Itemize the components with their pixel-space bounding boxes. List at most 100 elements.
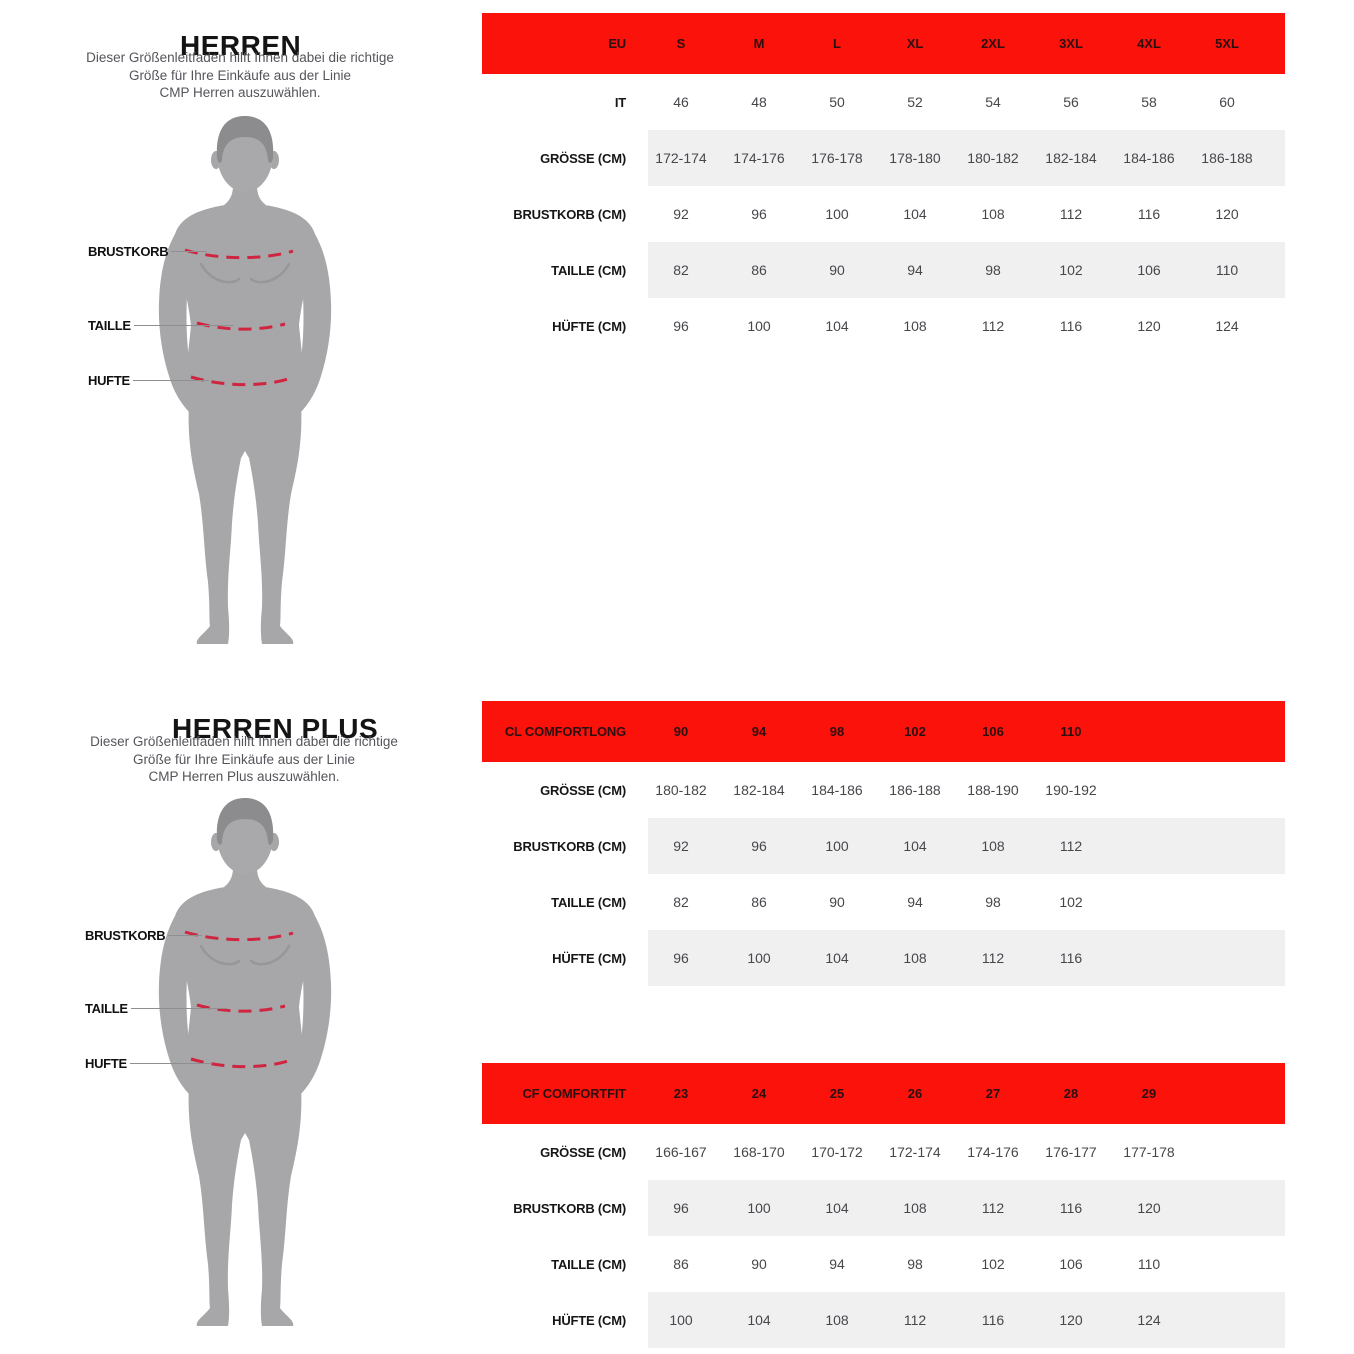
cell-value: 102	[1059, 262, 1083, 278]
cell-value: 112	[1059, 206, 1083, 222]
cell-value: 86	[673, 1256, 689, 1272]
table-header-label: EU	[608, 36, 626, 51]
table-row: BRUSTKORB (CM) 92 96 100 104 108 112	[482, 818, 1285, 874]
table-row: GRÖSSE (CM) 172-174 174-176 176-178 178-180 1…	[482, 130, 1285, 186]
cell-value: 54	[985, 94, 1001, 110]
cell-value: 112	[981, 318, 1005, 334]
cell-value: 100	[825, 206, 849, 222]
cell-value: 120	[1215, 206, 1239, 222]
pointer-line	[130, 1008, 227, 1009]
header-size-value: 29	[1141, 1086, 1157, 1101]
cell-value: 180-182	[655, 782, 707, 798]
header-size-value: 2XL	[981, 36, 1005, 51]
cell-value: 82	[673, 262, 689, 278]
row-label: HÜFTE (CM)	[552, 318, 626, 334]
cell-value: 100	[747, 1200, 771, 1216]
table-header-label: CL COMFORTLONG	[504, 724, 626, 739]
cell-value: 94	[907, 262, 923, 278]
row-label: TAILLE (CM)	[551, 894, 626, 910]
row-label: BRUSTKORB (CM)	[513, 1200, 626, 1216]
table-row: GRÖSSE (CM) 166-167 168-170 170-172 172-174 1…	[482, 1124, 1285, 1180]
cell-value: 108	[825, 1312, 849, 1328]
table-header-row: CF COMFORTFIT 23 24 25 26 27 28 29	[482, 1063, 1285, 1124]
cell-value: 100	[825, 838, 849, 854]
subtitle-line: Größe für Ihre Einkäufe aus der Linie	[132, 751, 356, 767]
cell-value: 48	[751, 94, 767, 110]
table-row: HÜFTE (CM) 96 100 104 108 112 116 120 124	[482, 298, 1285, 354]
measure-label-text: TAILLE	[88, 318, 131, 333]
cell-value: 120	[1137, 318, 1161, 334]
pointer-line	[171, 251, 208, 252]
subtitle-line: CMP Herren Plus auszuwählen.	[148, 769, 340, 784]
subtitle-line: Dieser Größenleitfaden hilft Ihnen dabei…	[90, 734, 398, 749]
cell-value: 102	[981, 1256, 1005, 1272]
cell-value: 98	[985, 894, 1001, 910]
cell-value: 180-182	[967, 150, 1019, 166]
row-label: TAILLE (CM)	[551, 262, 626, 278]
cell-value: 100	[747, 950, 771, 966]
cell-value: 112	[981, 1200, 1005, 1216]
pointer-line	[168, 935, 203, 936]
cell-value: 58	[1141, 94, 1157, 110]
row-label: GRÖSSE (CM)	[540, 1144, 626, 1160]
cell-value: 90	[829, 894, 845, 910]
cell-value: 116	[1059, 1200, 1083, 1216]
header-size-value: 28	[1063, 1086, 1079, 1101]
cell-value: 120	[1059, 1312, 1083, 1328]
header-size-value: 110	[1060, 724, 1082, 739]
cell-value: 96	[673, 950, 689, 966]
cell-value: 174-176	[733, 150, 785, 166]
header-size-value: 90	[673, 724, 689, 739]
header-size-value: 27	[985, 1086, 1001, 1101]
cell-value: 112	[981, 950, 1005, 966]
cell-value: 188-190	[967, 782, 1019, 798]
measure-label-text: HUFTE	[88, 373, 130, 388]
cell-value: 56	[1063, 94, 1079, 110]
header-size-value: 94	[751, 724, 767, 739]
size-table-cl-comfortlong: CL COMFORTLONG 90 94 98 102 106 110 GRÖSSE (CM)…	[482, 701, 1285, 986]
cell-value: 116	[981, 1312, 1005, 1328]
row-label: GRÖSSE (CM)	[540, 782, 626, 798]
cell-value: 112	[903, 1312, 927, 1328]
header-size-value: L	[833, 36, 841, 51]
cell-value: 90	[751, 1256, 767, 1272]
cell-value: 108	[903, 318, 927, 334]
header-size-value: 5XL	[1215, 36, 1239, 51]
cell-value: 112	[1059, 838, 1083, 854]
cell-value: 182-184	[733, 782, 785, 798]
cell-value: 92	[673, 838, 689, 854]
subtitle-line: Dieser Größenleitfaden hilft Ihnen dabei…	[86, 50, 394, 65]
cell-value: 100	[747, 318, 771, 334]
cell-value: 108	[981, 838, 1005, 854]
header-size-value: S	[676, 36, 686, 51]
table-header-label: CF COMFORTFIT	[522, 1086, 626, 1101]
cell-value: 116	[1059, 950, 1083, 966]
cell-value: 124	[1137, 1312, 1161, 1328]
cell-value: 184-186	[811, 782, 863, 798]
cell-value: 172-174	[889, 1144, 941, 1160]
cell-value: 50	[829, 94, 845, 110]
measure-label-text: HUFTE	[85, 1056, 127, 1071]
header-size-value: 4XL	[1137, 36, 1161, 51]
measure-label-hufte: HUFTE	[88, 373, 209, 388]
cell-value: 177-178	[1123, 1144, 1175, 1160]
table-row: HÜFTE (CM) 96 100 104 108 112 116	[482, 930, 1285, 986]
cell-value: 108	[903, 1200, 927, 1216]
header-size-value: M	[753, 36, 765, 51]
cell-value: 106	[1059, 1256, 1083, 1272]
cell-value: 98	[907, 1256, 923, 1272]
cell-value: 52	[907, 94, 923, 110]
section-subtitle-herren-plus: Dieser Größenleitfaden hilft Ihnen dabei…	[4, 733, 484, 786]
header-size-value: 26	[907, 1086, 923, 1101]
cell-value: 82	[673, 894, 689, 910]
header-size-value: 23	[673, 1086, 689, 1101]
section-subtitle-herren: Dieser Größenleitfaden hilft Ihnen dabei…	[0, 49, 480, 102]
cell-value: 96	[751, 838, 767, 854]
section-title-herren: HERREN	[180, 29, 302, 61]
cell-value: 120	[1137, 1200, 1161, 1216]
cell-value: 170-172	[811, 1144, 863, 1160]
measure-label-brustkorb: BRUSTKORB	[88, 244, 208, 259]
cell-value: 186-188	[889, 782, 941, 798]
cell-value: 94	[829, 1256, 845, 1272]
table-row: HÜFTE (CM) 100 104 108 112 116 120 124	[482, 1292, 1285, 1348]
